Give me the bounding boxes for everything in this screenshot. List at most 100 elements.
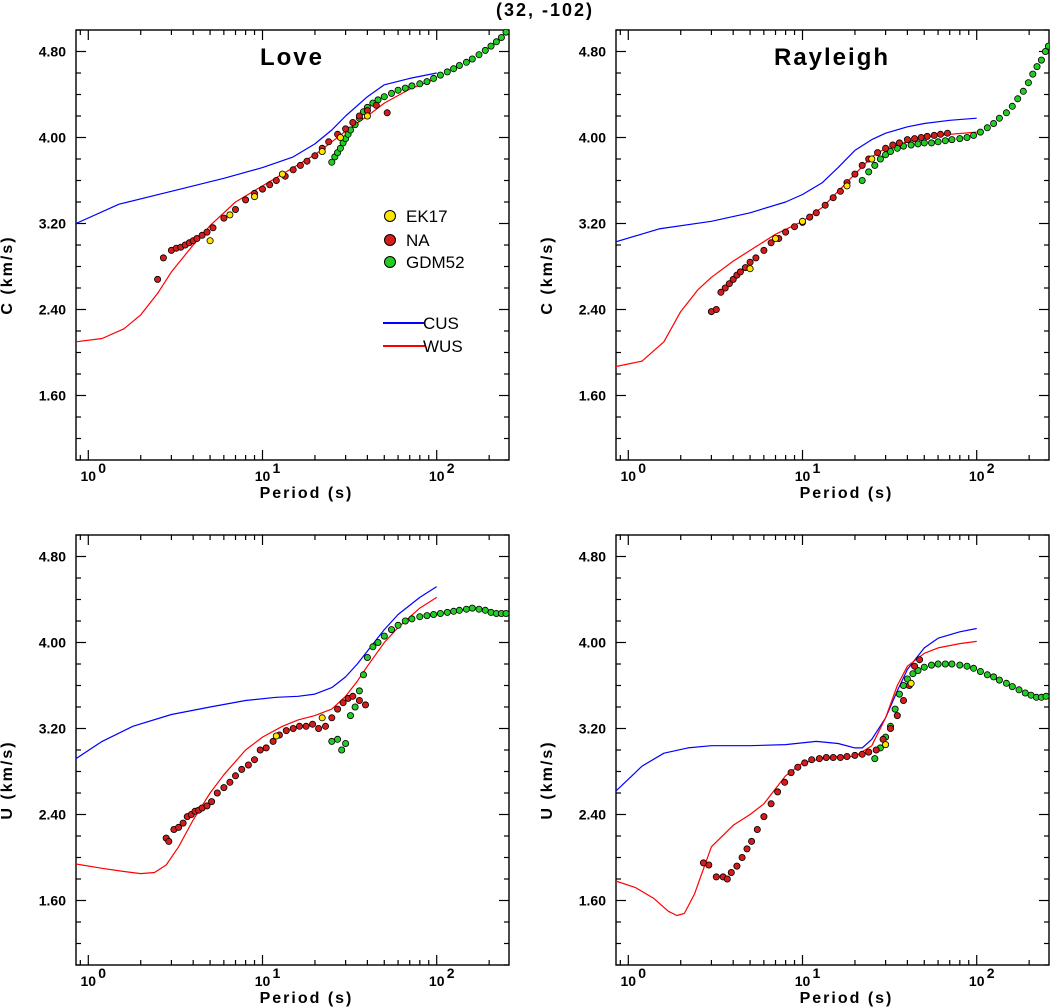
x-tick-exponent: 2 xyxy=(447,965,455,981)
data-point-gdm52 xyxy=(900,682,908,690)
data-point-na xyxy=(309,720,317,728)
data-point-na xyxy=(911,662,919,670)
data-point-na xyxy=(829,194,837,202)
data-point-gdm52 xyxy=(934,660,942,668)
data-point-gdm52 xyxy=(394,621,402,629)
data-point-na xyxy=(295,722,303,730)
data-point-gdm52 xyxy=(416,80,424,88)
data-point-na xyxy=(806,213,814,221)
data-point-gdm52 xyxy=(455,62,463,70)
data-point-na xyxy=(858,750,866,758)
data-point-gdm52 xyxy=(430,611,438,619)
y-tick-label: 3.20 xyxy=(579,721,606,737)
data-point-na xyxy=(165,837,173,845)
data-point-gdm52 xyxy=(351,703,359,711)
data-point-na xyxy=(334,705,342,713)
data-point-na xyxy=(887,725,895,733)
x-tick-exponent: 2 xyxy=(447,460,455,476)
data-point-na xyxy=(250,756,258,764)
x-tick-exponent: 2 xyxy=(987,460,995,476)
y-tick-label: 4.00 xyxy=(579,635,606,651)
data-point-gdm52 xyxy=(928,661,936,669)
data-point-gdm52 xyxy=(1015,686,1023,694)
data-point-gdm52 xyxy=(1044,42,1049,50)
data-point-na xyxy=(893,712,901,720)
data-point-gdm52 xyxy=(355,687,363,695)
y-tick-label: 2.40 xyxy=(579,302,606,318)
data-point-na xyxy=(760,813,768,821)
y-tick-label: 1.60 xyxy=(39,388,66,404)
plot-data xyxy=(76,30,509,343)
x-tick-label: 10 xyxy=(621,468,637,484)
data-point-na xyxy=(339,699,347,707)
data-point-na xyxy=(865,748,873,756)
data-point-ek17 xyxy=(868,155,876,163)
data-point-gdm52 xyxy=(970,664,978,672)
x-tick-exponent: 2 xyxy=(987,965,995,981)
data-point-na xyxy=(289,725,297,733)
legend-label-cus: CUS xyxy=(423,314,459,333)
data-point-gdm52 xyxy=(995,114,1003,122)
plot-data xyxy=(76,586,509,875)
data-point-gdm52 xyxy=(1041,48,1049,56)
data-point-gdm52 xyxy=(983,124,991,132)
y-axis-label: U (km/s) xyxy=(539,740,556,819)
data-point-na xyxy=(872,746,880,754)
plot-frame xyxy=(75,29,510,461)
data-point-gdm52 xyxy=(941,660,949,668)
y-axis-label: C (km/s) xyxy=(0,235,16,314)
data-point-na xyxy=(727,869,735,877)
data-point-gdm52 xyxy=(865,168,873,176)
data-point-gdm52 xyxy=(401,617,409,625)
data-point-na xyxy=(812,209,820,217)
data-point-gdm52 xyxy=(423,612,431,620)
data-point-gdm52 xyxy=(328,737,336,745)
data-point-gdm52 xyxy=(462,605,470,613)
data-point-gdm52 xyxy=(876,155,884,163)
data-point-na xyxy=(705,861,713,869)
x-tick-exponent: 0 xyxy=(638,965,646,981)
data-point-na xyxy=(822,754,830,762)
data-point-na xyxy=(767,239,775,247)
data-point-gdm52 xyxy=(369,643,377,651)
data-point-gdm52 xyxy=(387,626,395,634)
plot-frame xyxy=(75,534,510,966)
data-point-na xyxy=(302,722,310,730)
data-point-gdm52 xyxy=(401,84,409,92)
y-tick-label: 3.20 xyxy=(39,216,66,232)
data-point-gdm52 xyxy=(963,133,971,141)
y-tick-label: 4.00 xyxy=(39,130,66,146)
data-point-gdm52 xyxy=(1002,679,1010,687)
legend-label-wus: WUS xyxy=(423,337,463,356)
data-point-gdm52 xyxy=(948,136,956,144)
legend-marker-gdm52 xyxy=(384,256,396,268)
data-point-gdm52 xyxy=(502,610,509,617)
data-point-na xyxy=(738,854,746,862)
data-point-gdm52 xyxy=(948,660,956,668)
data-point-na xyxy=(226,778,234,786)
data-point-na xyxy=(712,873,720,881)
data-point-ek17 xyxy=(363,112,371,120)
data-point-gdm52 xyxy=(380,632,388,640)
data-point-na xyxy=(203,228,211,236)
data-point-gdm52 xyxy=(909,670,917,678)
data-point-na xyxy=(258,185,266,193)
data-point-gdm52 xyxy=(481,606,489,614)
data-point-gdm52 xyxy=(956,135,964,143)
data-point-gdm52 xyxy=(970,131,978,139)
data-point-na xyxy=(203,802,211,810)
data-point-gdm52 xyxy=(990,120,998,128)
data-point-na xyxy=(843,753,851,761)
y-tick-label: 3.20 xyxy=(39,721,66,737)
data-point-gdm52 xyxy=(443,608,451,616)
data-point-gdm52 xyxy=(941,137,949,145)
series-line-wus xyxy=(616,640,977,917)
legend-label-ek17: EK17 xyxy=(406,207,448,226)
x-tick-label: 10 xyxy=(429,468,445,484)
data-point-gdm52 xyxy=(430,74,438,82)
data-point-gdm52 xyxy=(920,139,928,147)
data-point-na xyxy=(743,845,751,853)
data-point-na xyxy=(355,697,363,705)
